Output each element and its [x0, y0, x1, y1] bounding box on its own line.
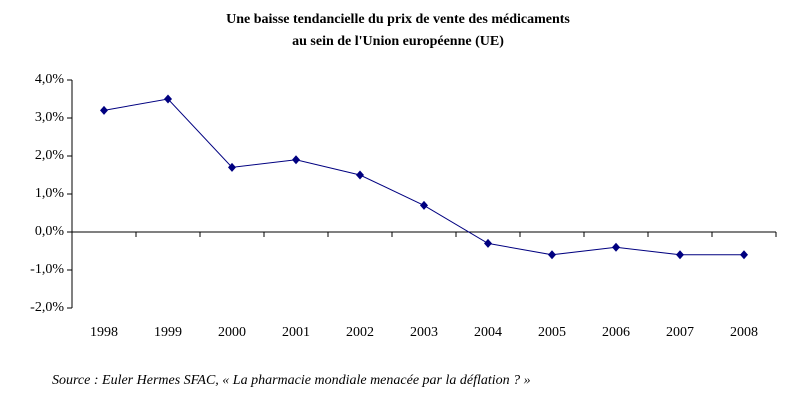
- x-tick-label: 2008: [730, 325, 758, 340]
- x-tick-label: 2000: [218, 325, 246, 340]
- data-marker: [484, 238, 492, 248]
- y-tick-label: 1,0%: [35, 186, 65, 201]
- data-marker: [356, 170, 364, 180]
- y-tick-label: 2,0%: [35, 148, 65, 163]
- data-marker: [676, 250, 684, 260]
- x-tick-label: 2007: [666, 325, 694, 340]
- y-tick-label: 3,0%: [35, 110, 65, 125]
- y-tick-label: -1,0%: [30, 262, 64, 277]
- y-tick-label: -2,0%: [30, 300, 64, 315]
- x-tick-label: 2004: [474, 325, 502, 340]
- source-note: Source : Euler Hermes SFAC, « La pharmac…: [52, 373, 531, 388]
- y-tick-label: 0,0%: [35, 224, 65, 239]
- x-tick-label: 2002: [346, 325, 374, 340]
- x-tick-label: 1999: [154, 325, 182, 340]
- x-tick-label: 2005: [538, 325, 566, 340]
- x-tick-label: 2006: [602, 325, 630, 340]
- data-marker: [548, 250, 556, 260]
- chart-title: Une baisse tendancielle du prix de vente…: [226, 12, 570, 27]
- data-marker: [612, 242, 620, 252]
- data-marker: [292, 155, 300, 165]
- data-marker: [228, 162, 236, 172]
- y-tick-label: 4,0%: [35, 72, 65, 87]
- data-line: [103, 98, 744, 256]
- data-marker: [100, 105, 108, 115]
- data-marker: [164, 94, 172, 104]
- data-marker: [420, 200, 428, 210]
- x-tick-label: 2001: [282, 325, 310, 340]
- chart-title: au sein de l'Union européenne (UE): [292, 34, 504, 49]
- x-tick-label: 1998: [90, 325, 118, 340]
- data-marker: [740, 250, 748, 260]
- x-tick-label: 2003: [410, 325, 438, 340]
